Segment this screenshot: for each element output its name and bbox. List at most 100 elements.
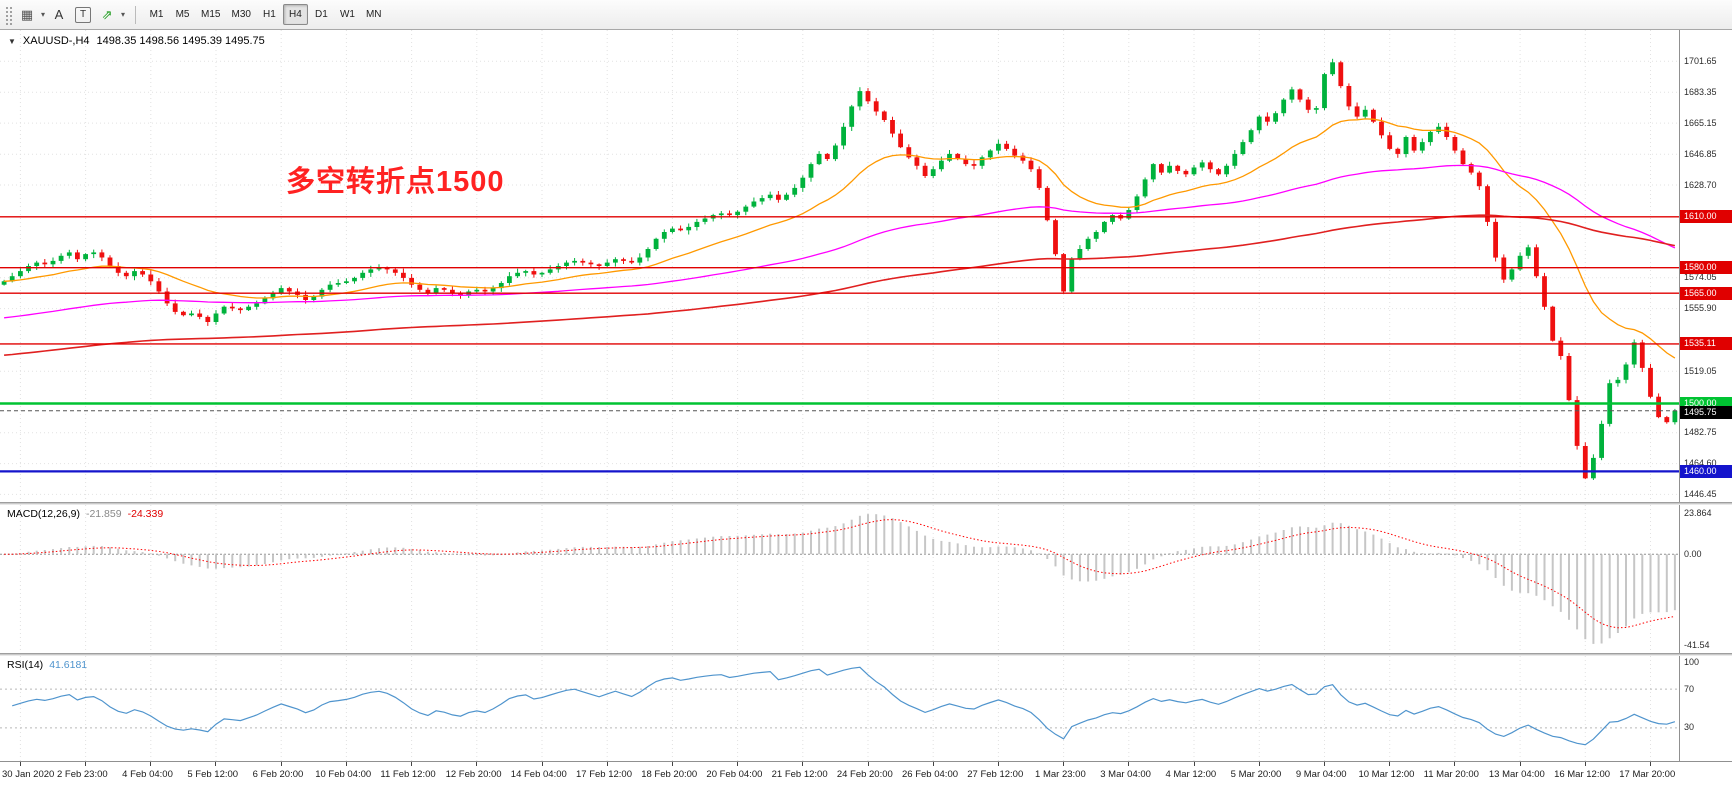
time-axis-label: 10 Feb 04:00 xyxy=(315,769,372,780)
price-axis-label: 1701.65 xyxy=(1684,55,1717,66)
time-axis-label: 2 Feb 23:00 xyxy=(56,769,108,780)
price-line-badge: 1535.11 xyxy=(1680,337,1732,351)
toolbar: ▦ ▾ A T ⇗ ▾ M1 M5 M15 M30 H1 H4 D1 W1 MN xyxy=(0,0,1732,30)
time-axis-label: 5 Mar 20:00 xyxy=(1230,769,1282,780)
time-axis-tick xyxy=(85,762,87,766)
price-line-badge: 1565.00 xyxy=(1680,286,1732,300)
macd-header: MACD(12,26,9) -21.859 -24.339 xyxy=(7,508,163,520)
time-axis-label: 18 Feb 20:00 xyxy=(641,769,698,780)
rsi-axis[interactable]: 100 70 30 xyxy=(1679,656,1732,761)
timeframe-m30-button[interactable]: M30 xyxy=(231,9,251,20)
time-axis-label: 13 Mar 04:00 xyxy=(1488,769,1545,780)
panel-divider-2[interactable] xyxy=(0,653,1732,656)
main-chart-panel: ▼ XAUUSD-,H4 1498.35 1498.56 1495.39 149… xyxy=(0,30,1732,502)
time-axis-label: 30 Jan 2020 xyxy=(2,769,55,780)
rsi-panel: RSI(14) 41.6181 100 70 30 xyxy=(0,656,1732,761)
timeframe-m15-button[interactable]: M15 xyxy=(201,9,221,20)
time-axis-tick xyxy=(541,762,543,766)
timeframe-h4-button[interactable]: H4 xyxy=(282,4,308,25)
macd-axis-label: -41.54 xyxy=(1684,639,1710,650)
time-axis-label: 21 Feb 12:00 xyxy=(771,769,828,780)
main-plot[interactable]: ▼ XAUUSD-,H4 1498.35 1498.56 1495.39 149… xyxy=(0,30,1679,502)
rsi-axis-label: 30 xyxy=(1684,722,1695,733)
rsi-title: RSI(14) xyxy=(7,659,44,671)
price-axis-label: 1446.45 xyxy=(1684,488,1717,499)
chart-stack: ▼ XAUUSD-,H4 1498.35 1498.56 1495.39 149… xyxy=(0,30,1732,792)
timeframe-w1-button[interactable]: W1 xyxy=(339,9,355,20)
macd-panel: MACD(12,26,9) -21.859 -24.339 23.864 0.00… xyxy=(0,505,1732,653)
tool-group: ▦ ▾ A T ⇗ ▾ xyxy=(16,4,127,26)
price-axis-label: 1628.70 xyxy=(1684,179,1717,190)
price-axis-label: 1646.85 xyxy=(1684,148,1717,159)
timeframe-h1-button[interactable]: H1 xyxy=(263,9,276,20)
symbol-period-label: XAUUSD-,H4 xyxy=(22,35,90,47)
time-axis-tick xyxy=(19,762,21,766)
price-axis-label: 1555.90 xyxy=(1684,303,1717,314)
price-axis-label: 1574.05 xyxy=(1684,272,1717,283)
chart-title: ▼ XAUUSD-,H4 1498.35 1498.56 1495.39 149… xyxy=(8,35,265,47)
collapse-triangle-icon[interactable]: ▼ xyxy=(8,36,16,46)
rsi-plot[interactable]: RSI(14) 41.6181 xyxy=(0,656,1679,761)
time-axis-tick xyxy=(215,762,217,766)
main-chart-canvas[interactable] xyxy=(0,30,1679,502)
price-axis-label: 1482.75 xyxy=(1684,427,1717,438)
timeframe-d1-button[interactable]: D1 xyxy=(315,9,328,20)
rsi-axis-label: 70 xyxy=(1684,683,1695,694)
time-axis-label: 11 Feb 12:00 xyxy=(380,769,436,780)
time-axis[interactable]: 30 Jan 2020 2 Feb 23:00 4 Feb 04:00 5 Feb 1… xyxy=(0,761,1732,792)
toolbar-grip[interactable] xyxy=(4,4,12,25)
time-axis-tick xyxy=(737,762,739,766)
time-axis-tick xyxy=(802,762,804,766)
time-axis-tick xyxy=(411,762,413,766)
price-line-badge: 1610.00 xyxy=(1680,210,1732,224)
time-axis-label: 5 Feb 12:00 xyxy=(187,769,239,780)
rsi-header: RSI(14) 41.6181 xyxy=(7,659,87,671)
time-axis-tick xyxy=(1519,762,1521,766)
time-axis-label: 14 Feb 04:00 xyxy=(510,769,567,780)
timeframe-group: M1 M5 M15 M30 H1 H4 D1 W1 MN xyxy=(144,4,386,25)
indicator-arrow-tool-caret-icon[interactable]: ▾ xyxy=(121,10,126,19)
timeframe-mn-button[interactable]: MN xyxy=(365,9,382,20)
price-axis-label: 1519.05 xyxy=(1684,365,1717,376)
time-axis-tick xyxy=(345,762,347,766)
main-price-axis[interactable]: 1701.65 1683.35 1665.15 1646.85 1628.70 1574.… xyxy=(1679,30,1732,502)
time-axis-tick xyxy=(867,762,869,766)
time-axis-tick xyxy=(150,762,152,766)
rsi-value: 41.6181 xyxy=(49,659,88,671)
price-axis-label: 1464.60 xyxy=(1684,458,1717,469)
ohlc-values: 1498.35 1498.56 1495.39 1495.75 xyxy=(96,35,265,47)
time-axis-label: 9 Mar 04:00 xyxy=(1295,769,1347,780)
macd-canvas[interactable] xyxy=(0,505,1679,653)
text-frame-tool[interactable]: T xyxy=(75,6,92,23)
rsi-canvas[interactable] xyxy=(0,656,1679,761)
time-axis-label: 3 Mar 04:00 xyxy=(1100,769,1151,780)
crosshair-grid-tool[interactable]: ▦ xyxy=(20,6,34,22)
macd-axis[interactable]: 23.864 0.00 -41.54 xyxy=(1679,505,1732,653)
time-axis-label: 17 Mar 20:00 xyxy=(1619,769,1676,780)
macd-main-value: -21.859 xyxy=(85,508,122,520)
panel-divider-1[interactable] xyxy=(0,502,1732,505)
rsi-axis-label: 100 xyxy=(1684,656,1700,667)
crosshair-grid-tool-caret-icon[interactable]: ▾ xyxy=(41,10,46,19)
time-axis-label: 4 Mar 12:00 xyxy=(1165,769,1217,780)
time-axis-tick xyxy=(1454,762,1456,766)
text-label-tool[interactable]: A xyxy=(54,7,64,22)
time-axis-tick xyxy=(476,762,478,766)
time-axis-tick xyxy=(1584,762,1586,766)
time-axis-label: 1 Mar 23:00 xyxy=(1035,769,1086,780)
price-axis-label: 1683.35 xyxy=(1684,86,1717,97)
time-axis-label: 26 Feb 04:00 xyxy=(902,769,959,780)
price-line-badge: 1580.00 xyxy=(1680,261,1732,275)
time-axis-label: 27 Feb 12:00 xyxy=(967,769,1024,780)
macd-plot[interactable]: MACD(12,26,9) -21.859 -24.339 xyxy=(0,505,1679,653)
time-axis-label: 6 Feb 20:00 xyxy=(252,769,304,780)
macd-axis-label: 23.864 xyxy=(1684,507,1712,518)
timeframe-m1-button[interactable]: M1 xyxy=(149,9,164,20)
timeframe-m5-button[interactable]: M5 xyxy=(175,9,190,20)
indicator-arrow-tool[interactable]: ⇗ xyxy=(101,6,113,22)
time-axis-tick xyxy=(1258,762,1260,766)
time-axis-label: 24 Feb 20:00 xyxy=(836,769,893,780)
time-axis-tick xyxy=(280,762,282,766)
time-axis-tick xyxy=(671,762,673,766)
time-axis-tick xyxy=(1389,762,1391,766)
